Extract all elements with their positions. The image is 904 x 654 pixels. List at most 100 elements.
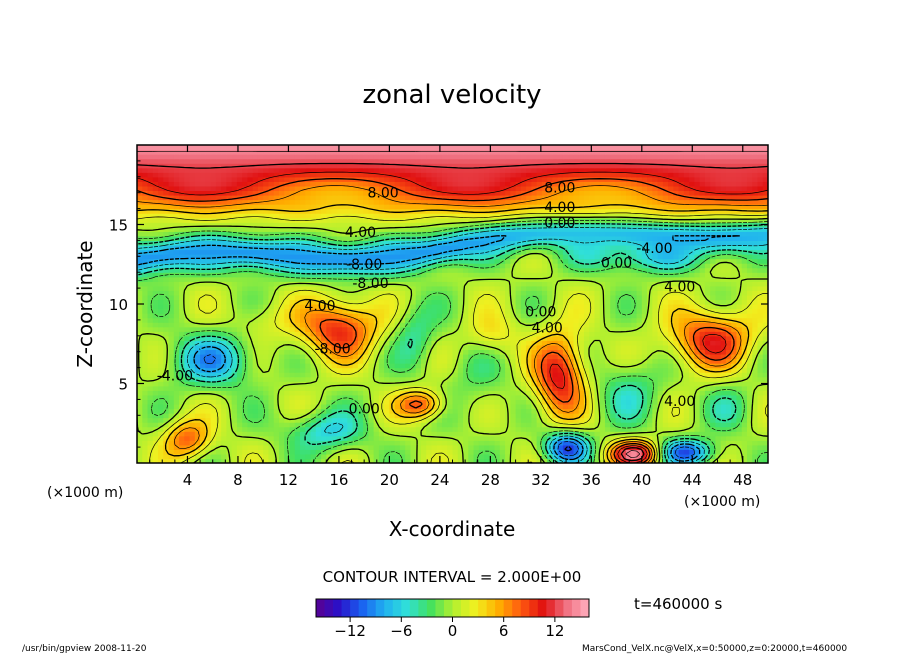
- field-cell: [399, 403, 406, 410]
- field-cell: [231, 426, 238, 432]
- field-cell: [610, 353, 617, 360]
- field-cell: [557, 435, 564, 441]
- field-cell: [158, 367, 164, 373]
- field-cell: [489, 408, 496, 414]
- field-cell: [357, 390, 364, 396]
- field-cell: [589, 331, 596, 337]
- field-cell: [536, 449, 543, 455]
- field-cell: [147, 363, 154, 369]
- field-cell: [704, 331, 711, 337]
- field-cell: [468, 349, 475, 355]
- field-cell: [678, 335, 685, 341]
- field-cell: [725, 408, 732, 414]
- field-cell: [152, 335, 159, 341]
- field-cell: [415, 453, 422, 460]
- field-cell: [147, 367, 154, 373]
- field-cell: [505, 390, 511, 396]
- field-cell: [373, 304, 380, 310]
- field-cell: [457, 431, 464, 437]
- field-cell: [363, 449, 369, 455]
- field-cell: [557, 285, 564, 291]
- field-cell: [189, 458, 196, 463]
- field-cell: [478, 290, 485, 296]
- field-cell: [189, 426, 196, 432]
- field-cell: [436, 276, 443, 282]
- field-cell: [357, 363, 364, 369]
- field-cell: [541, 294, 548, 301]
- field-cell: [405, 285, 412, 291]
- field-cell: [641, 440, 648, 446]
- field-cell: [473, 453, 480, 460]
- field-cell: [315, 394, 322, 400]
- field-cell: [568, 381, 575, 387]
- field-cell: [268, 435, 275, 441]
- field-cell: [652, 340, 659, 346]
- field-cell: [678, 385, 685, 391]
- field-cell: [473, 294, 480, 301]
- field-cell: [342, 403, 348, 410]
- field-cell: [489, 458, 496, 463]
- field-cell: [557, 290, 564, 296]
- field-cell: [710, 435, 717, 441]
- field-cell: [652, 422, 659, 428]
- field-cell: [305, 385, 312, 391]
- field-cell: [720, 385, 727, 391]
- field-cell: [231, 408, 238, 414]
- field-cell: [315, 453, 322, 460]
- field-cell: [173, 317, 180, 323]
- field-cell: [152, 353, 159, 360]
- field-cell: [284, 317, 291, 323]
- field-cell: [410, 308, 417, 314]
- field-cell: [704, 408, 711, 414]
- field-cell: [762, 331, 768, 337]
- field-cell: [373, 394, 380, 400]
- field-cell: [447, 276, 454, 282]
- field-cell: [673, 322, 680, 328]
- field-cell: [415, 390, 422, 396]
- field-cell: [668, 413, 674, 419]
- field-cell: [547, 394, 554, 400]
- field-cell: [447, 349, 454, 355]
- field-cell: [441, 413, 448, 419]
- field-cell: [547, 313, 554, 319]
- field-cell: [179, 408, 185, 414]
- field-cell: [599, 335, 606, 341]
- field-cell: [405, 272, 412, 278]
- field-cell: [268, 403, 275, 410]
- field-cell: [725, 435, 732, 441]
- field-cell: [147, 322, 154, 328]
- field-cell: [363, 453, 369, 460]
- field-cell: [179, 308, 185, 314]
- field-cell: [652, 453, 659, 460]
- field-cell: [184, 281, 191, 287]
- field-cell: [331, 435, 338, 441]
- field-cell: [620, 304, 627, 310]
- field-cell: [221, 317, 227, 323]
- field-cell: [236, 313, 243, 319]
- field-cell: [657, 453, 664, 460]
- field-cell: [599, 340, 606, 346]
- field-cell: [315, 294, 322, 301]
- field-cell: [294, 417, 301, 423]
- field-cell: [520, 431, 527, 437]
- field-cell: [457, 440, 464, 446]
- field-cell: [762, 458, 768, 463]
- field-cell: [615, 331, 622, 337]
- field-cell: [552, 363, 559, 369]
- field-cell: [399, 363, 406, 369]
- field-cell: [268, 385, 275, 391]
- field-cell: [636, 317, 643, 323]
- field-cell: [394, 385, 401, 391]
- field-cell: [604, 340, 611, 346]
- field-cell: [452, 317, 459, 323]
- field-cell: [699, 331, 706, 337]
- field-cell: [310, 313, 317, 319]
- field-cell: [300, 431, 306, 437]
- field-cell: [158, 299, 164, 305]
- field-cell: [305, 426, 312, 432]
- field-cell: [247, 440, 254, 446]
- field-cell: [746, 453, 753, 460]
- field-cell: [583, 394, 590, 400]
- field-cell: [273, 299, 280, 305]
- field-cell: [215, 372, 222, 378]
